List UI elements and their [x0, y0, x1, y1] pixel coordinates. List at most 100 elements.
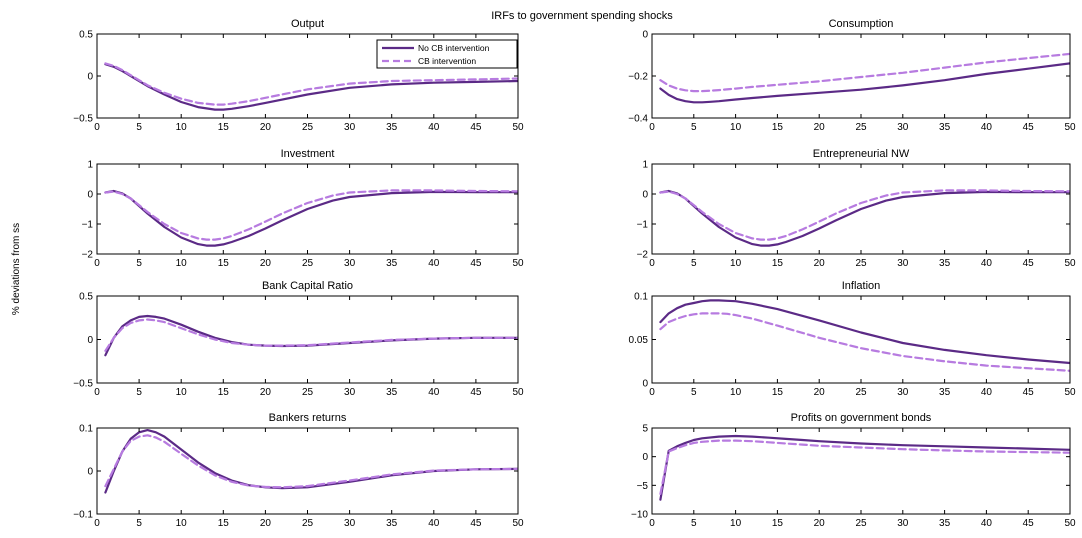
subplot-bank-capital-ratio: Bank Capital Ratio 0 5 10 15 20 25 30 35 40 45 50 −0…	[73, 280, 524, 398]
x-tick-label: 15	[218, 258, 230, 269]
y-tick-label: 0.5	[79, 30, 93, 41]
subplot-title: Entrepreneurial NW	[813, 148, 910, 160]
y-tick-label: 0	[642, 30, 648, 41]
subplot-title: Investment	[281, 148, 335, 160]
x-tick-label: 40	[428, 387, 440, 398]
x-tick-label: 5	[136, 122, 142, 133]
x-tick-label: 5	[136, 258, 142, 269]
x-tick-label: 5	[691, 387, 697, 398]
x-tick-label: 45	[1023, 258, 1035, 269]
y-tick-label: 0	[642, 379, 648, 390]
series-line-cb-intervention	[659, 439, 1070, 495]
x-tick-label: 35	[939, 518, 951, 529]
x-tick-label: 0	[649, 387, 655, 398]
series-line-cb-intervention	[659, 52, 1070, 93]
y-tick-label: 0.1	[634, 292, 648, 303]
x-tick-label: 20	[260, 122, 272, 133]
x-tick-label: 35	[939, 258, 951, 269]
series-line-cb-intervention	[104, 434, 518, 489]
x-tick-label: 40	[981, 387, 993, 398]
y-tick-label: −5	[637, 481, 649, 492]
axes-box	[96, 295, 519, 384]
x-tick-label: 45	[1023, 387, 1035, 398]
y-tick-label: −1	[637, 220, 649, 231]
y-tick-label: −0.5	[73, 379, 93, 390]
series-line-cb-intervention	[104, 318, 518, 352]
x-tick-label: 35	[386, 258, 398, 269]
x-tick-label: 10	[176, 387, 188, 398]
y-tick-label: 0.5	[79, 292, 93, 303]
x-tick-label: 10	[176, 518, 188, 529]
x-tick-label: 35	[386, 518, 398, 529]
x-tick-label: 5	[136, 387, 142, 398]
x-tick-label: 45	[470, 122, 482, 133]
figure-title: IRFs to government spending shocks	[491, 10, 673, 22]
x-tick-label: 25	[855, 258, 867, 269]
y-tick-label: 0	[87, 190, 93, 201]
y-tick-label: 0	[87, 335, 93, 346]
y-tick-label: 0	[642, 452, 648, 463]
x-tick-label: 40	[981, 258, 993, 269]
x-tick-label: 45	[470, 518, 482, 529]
subplot-inflation: Inflation 0 5 10 15 20 25 30 35 40 45 50 0 0.05 0.1	[629, 280, 1076, 398]
x-tick-label: 50	[1064, 387, 1076, 398]
x-tick-label: 0	[94, 518, 100, 529]
y-tick-label: 1	[87, 160, 93, 171]
series-line-no-cb-intervention	[104, 63, 518, 111]
series-group	[659, 299, 1070, 372]
x-tick-label: 0	[649, 258, 655, 269]
x-tick-label: 15	[218, 122, 230, 133]
y-tick-label: 0	[87, 467, 93, 478]
x-tick-label: 10	[730, 122, 742, 133]
x-tick-label: 15	[772, 387, 784, 398]
x-tick-label: 5	[691, 122, 697, 133]
x-tick-label: 45	[470, 387, 482, 398]
subplot-investment: Investment 0 5 10 15 20 25 30 35 40 45 50 −2 −1 0 1	[82, 148, 524, 269]
x-tick-label: 30	[897, 258, 909, 269]
x-tick-label: 50	[512, 122, 524, 133]
series-line-no-cb-intervention	[659, 299, 1070, 365]
x-tick-label: 25	[302, 122, 314, 133]
x-tick-label: 15	[218, 518, 230, 529]
x-tick-label: 35	[939, 387, 951, 398]
x-tick-label: 50	[512, 258, 524, 269]
y-tick-label: −10	[631, 510, 648, 521]
series-line-cb-intervention	[659, 189, 1070, 241]
x-tick-label: 30	[897, 518, 909, 529]
subplot-entrepreneurial-nw: Entrepreneurial NW0 5 10 15 20 25 30 35 40 45 50−2…	[637, 148, 1076, 269]
x-tick-label: 0	[94, 387, 100, 398]
x-tick-label: 0	[94, 258, 100, 269]
x-tick-label: 20	[814, 258, 826, 269]
x-tick-label: 25	[855, 122, 867, 133]
x-tick-label: 25	[302, 258, 314, 269]
y-tick-label: −1	[82, 220, 94, 231]
x-tick-label: 0	[649, 518, 655, 529]
series-line-no-cb-intervention	[104, 314, 518, 357]
series-group	[104, 314, 518, 357]
series-group	[104, 189, 518, 247]
series-group	[104, 429, 518, 494]
x-tick-label: 5	[691, 518, 697, 529]
x-tick-label: 15	[772, 518, 784, 529]
legend-label-no-cb: No CB intervention	[418, 43, 490, 53]
subplot-title: Inflation	[842, 280, 881, 292]
x-tick-label: 25	[855, 387, 867, 398]
x-tick-label: 30	[344, 387, 356, 398]
series-line-cb-intervention	[104, 189, 518, 241]
x-tick-label: 20	[814, 122, 826, 133]
x-tick-label: 0	[94, 122, 100, 133]
x-tick-label: 45	[1023, 122, 1035, 133]
y-tick-label: 1	[642, 160, 648, 171]
x-tick-label: 5	[691, 258, 697, 269]
series-group	[659, 434, 1070, 501]
x-tick-label: 15	[218, 387, 230, 398]
x-tick-label: 10	[730, 387, 742, 398]
x-tick-label: 40	[428, 258, 440, 269]
y-tick-label: −0.2	[628, 72, 648, 83]
subplot-title: Output	[291, 18, 324, 30]
y-tick-label: −2	[637, 250, 649, 261]
x-tick-label: 10	[730, 518, 742, 529]
x-tick-label: 30	[344, 518, 356, 529]
x-tick-label: 50	[512, 518, 524, 529]
x-tick-label: 40	[428, 518, 440, 529]
